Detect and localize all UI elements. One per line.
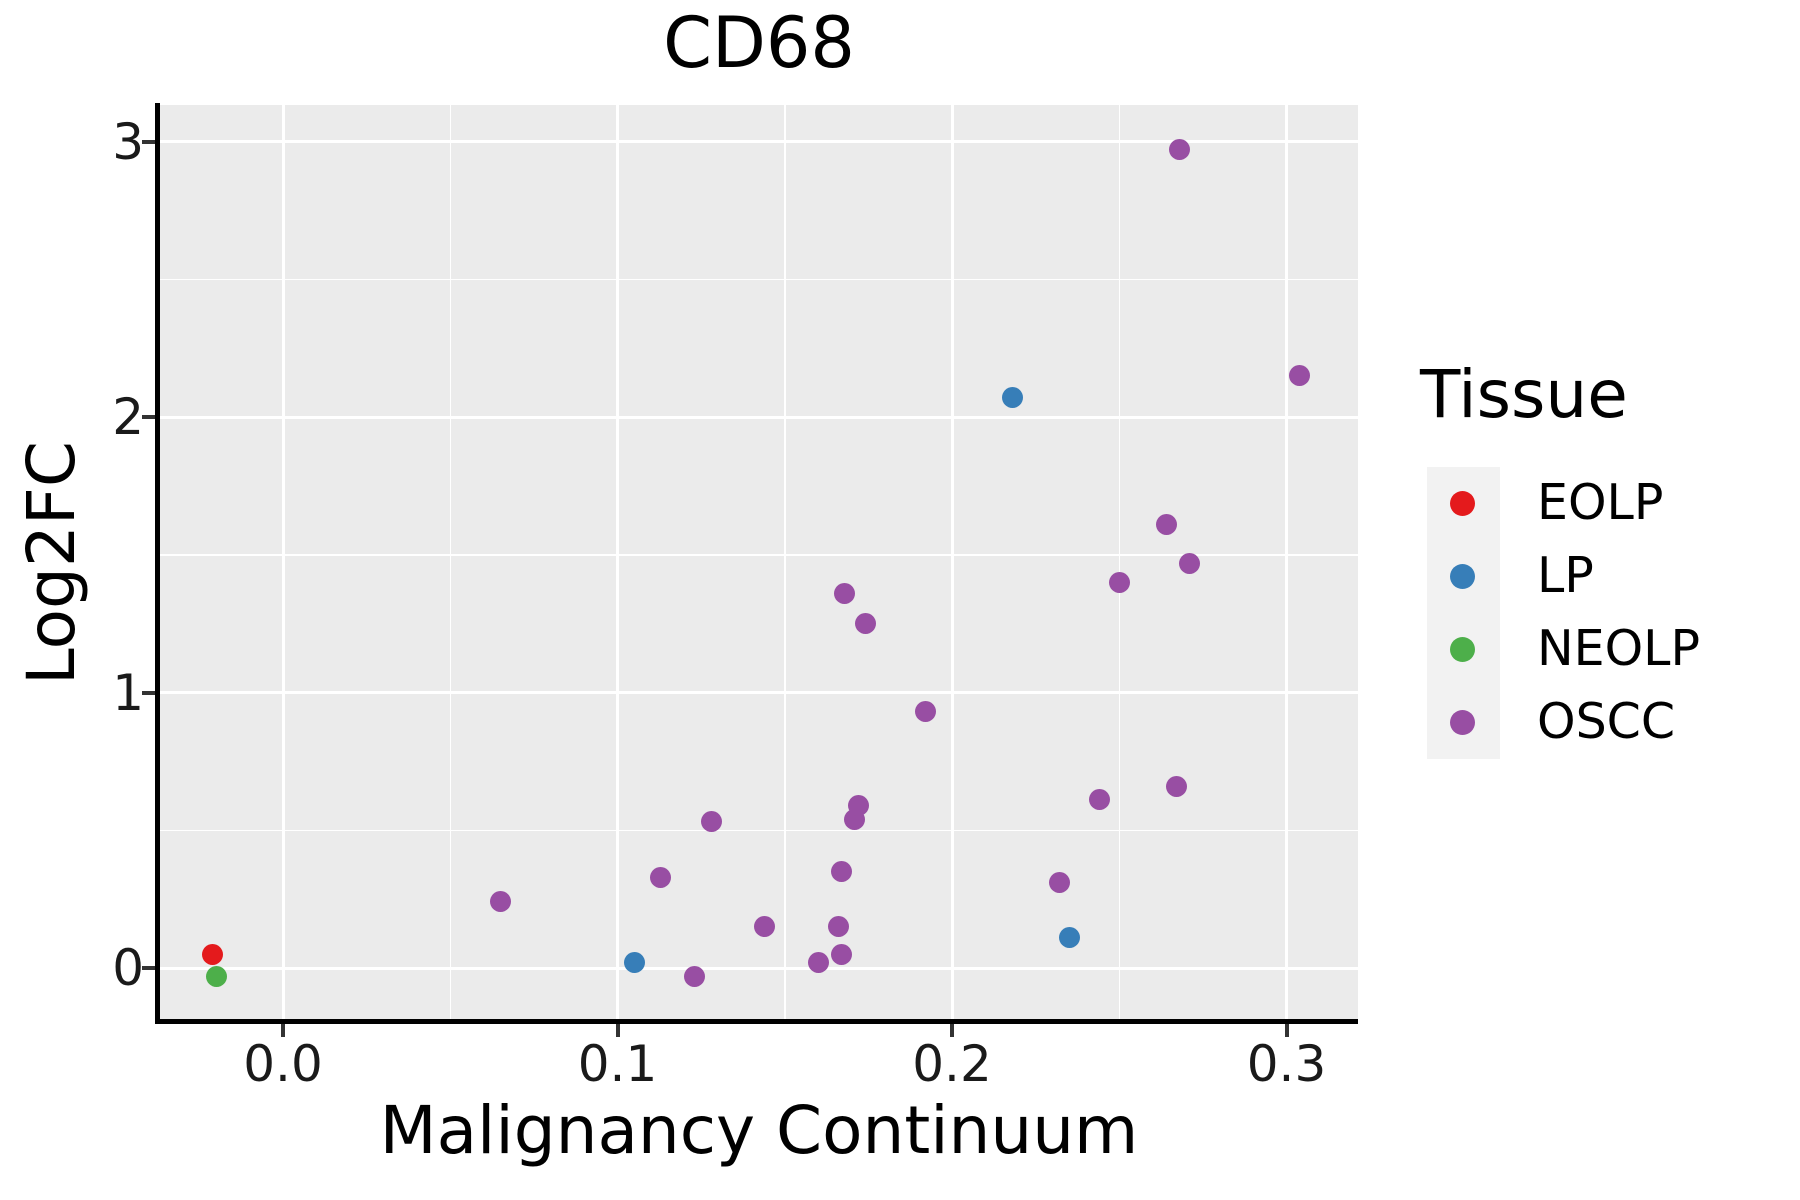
y-axis-title: Log2FC [13, 441, 90, 685]
y-major-gridline [160, 691, 1358, 694]
legend-key-NEOLP [1450, 636, 1475, 662]
data-point-OSCC [1048, 872, 1070, 894]
y-minor-gridline [160, 554, 1358, 556]
data-point-OSCC [914, 701, 936, 723]
x-tick-mark [1284, 1024, 1289, 1037]
data-point-LP [623, 951, 645, 973]
y-major-gridline [160, 966, 1358, 970]
y-tick-mark [142, 415, 155, 419]
data-point-NEOLP [205, 965, 227, 987]
plot-title: CD68 [663, 2, 855, 84]
x-axis-line [155, 1019, 1358, 1024]
data-point-OSCC [807, 951, 829, 973]
x-major-gridline [281, 105, 285, 1021]
x-major-gridline [1285, 105, 1288, 1021]
data-point-OSCC [700, 811, 722, 833]
x-tick-mark [615, 1024, 620, 1037]
data-point-EOLP [202, 943, 224, 965]
y-axis-line [155, 103, 160, 1024]
legend-title: Tissue [1420, 356, 1628, 433]
y-tick-label: 3 [112, 112, 144, 171]
data-point-OSCC [854, 613, 876, 635]
data-point-LP [1058, 927, 1080, 949]
plot-panel [160, 105, 1358, 1021]
y-tick-label: 0 [112, 939, 144, 997]
x-major-gridline [616, 105, 619, 1021]
data-point-OSCC [650, 866, 672, 888]
legend-label-OSCC: OSCC [1537, 693, 1676, 750]
x-tick-label: 0.0 [243, 1035, 323, 1093]
data-point-OSCC [1165, 775, 1187, 797]
legend-label-EOLP: EOLP [1537, 474, 1664, 531]
y-minor-gridline [160, 278, 1358, 280]
data-point-OSCC [831, 943, 853, 965]
x-minor-gridline [449, 105, 451, 1021]
legend-key-EOLP [1450, 490, 1475, 516]
x-axis-title: Malignancy Continuum [379, 1092, 1139, 1169]
data-point-OSCC [489, 891, 511, 913]
x-minor-gridline [1118, 105, 1120, 1021]
x-tick-label: 0.2 [912, 1035, 992, 1093]
data-point-OSCC [847, 794, 869, 816]
x-major-gridline [950, 105, 954, 1021]
data-point-OSCC [831, 861, 853, 883]
y-major-gridline [160, 415, 1358, 419]
data-point-OSCC [827, 916, 849, 938]
y-minor-gridline [160, 829, 1358, 831]
data-point-OSCC [1088, 789, 1110, 811]
data-point-OSCC [1289, 365, 1311, 387]
data-point-OSCC [1155, 513, 1177, 535]
y-tick-mark [142, 139, 155, 144]
y-tick-mark [142, 966, 155, 970]
legend-key-OSCC [1450, 709, 1475, 735]
data-point-OSCC [754, 916, 776, 938]
y-tick-label: 1 [112, 663, 144, 722]
legend-label-NEOLP: NEOLP [1537, 620, 1701, 677]
legend-label-LP: LP [1537, 547, 1594, 604]
x-tick-label: 0.1 [577, 1035, 658, 1093]
data-point-LP [1001, 387, 1023, 409]
x-minor-gridline [784, 105, 786, 1021]
y-tick-mark [142, 690, 155, 695]
y-major-gridline [160, 140, 1358, 143]
x-tick-mark [950, 1024, 954, 1037]
data-point-OSCC [1108, 571, 1130, 593]
data-point-OSCC [834, 582, 856, 604]
data-point-OSCC [1178, 552, 1200, 574]
y-tick-label: 2 [112, 388, 144, 446]
data-point-OSCC [1168, 139, 1190, 161]
x-tick-mark [281, 1024, 285, 1037]
x-tick-label: 0.3 [1246, 1035, 1327, 1093]
legend-key-LP [1450, 563, 1475, 589]
data-point-OSCC [683, 965, 705, 987]
